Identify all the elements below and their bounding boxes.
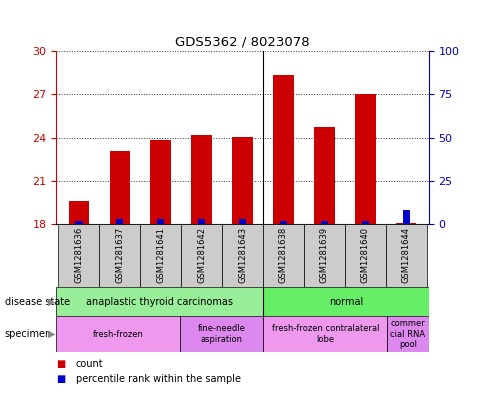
Text: GSM1281640: GSM1281640: [361, 227, 370, 283]
Text: count: count: [76, 358, 103, 369]
Bar: [280, 220, 287, 224]
Text: fresh-frozen contralateral
lobe: fresh-frozen contralateral lobe: [271, 324, 379, 344]
Text: commer
cial RNA
pool: commer cial RNA pool: [391, 319, 426, 349]
Bar: [396, 222, 416, 224]
Text: anaplastic thyroid carcinomas: anaplastic thyroid carcinomas: [86, 297, 233, 307]
Text: ▶: ▶: [48, 329, 55, 339]
Bar: [110, 151, 130, 224]
Text: GSM1281642: GSM1281642: [197, 227, 206, 283]
Bar: [56, 316, 180, 352]
Bar: [321, 220, 328, 224]
Text: GSM1281639: GSM1281639: [320, 227, 329, 283]
Text: GSM1281636: GSM1281636: [74, 227, 83, 283]
Bar: [232, 137, 253, 224]
Bar: [69, 201, 89, 224]
Text: GSM1281641: GSM1281641: [156, 227, 165, 283]
Bar: [388, 316, 429, 352]
Bar: [239, 219, 246, 224]
Text: GSM1281637: GSM1281637: [115, 227, 124, 283]
Bar: [345, 224, 386, 287]
Bar: [263, 224, 304, 287]
Text: fine-needle
aspiration: fine-needle aspiration: [198, 324, 246, 344]
Bar: [192, 135, 212, 224]
Text: fresh-frozen: fresh-frozen: [93, 330, 144, 338]
Text: percentile rank within the sample: percentile rank within the sample: [76, 374, 241, 384]
Text: normal: normal: [329, 297, 363, 307]
Bar: [222, 224, 263, 287]
Bar: [56, 287, 263, 316]
Text: ▶: ▶: [48, 297, 55, 307]
Bar: [116, 219, 123, 224]
Bar: [263, 287, 429, 316]
Bar: [198, 219, 205, 224]
Text: ■: ■: [56, 358, 66, 369]
Text: GSM1281644: GSM1281644: [402, 227, 411, 283]
Bar: [180, 316, 263, 352]
Bar: [150, 140, 171, 224]
Bar: [75, 220, 82, 224]
Bar: [403, 210, 410, 224]
Bar: [355, 94, 375, 224]
Bar: [58, 224, 99, 287]
Title: GDS5362 / 8023078: GDS5362 / 8023078: [175, 35, 310, 48]
Bar: [157, 219, 164, 224]
Text: specimen: specimen: [5, 329, 52, 339]
Bar: [386, 224, 427, 287]
Bar: [314, 127, 335, 224]
Bar: [99, 224, 140, 287]
Bar: [273, 75, 294, 224]
Text: GSM1281638: GSM1281638: [279, 227, 288, 283]
Bar: [140, 224, 181, 287]
Text: GSM1281643: GSM1281643: [238, 227, 247, 283]
Bar: [181, 224, 222, 287]
Bar: [362, 220, 369, 224]
Text: disease state: disease state: [5, 297, 70, 307]
Bar: [263, 316, 388, 352]
Text: ■: ■: [56, 374, 66, 384]
Bar: [304, 224, 345, 287]
